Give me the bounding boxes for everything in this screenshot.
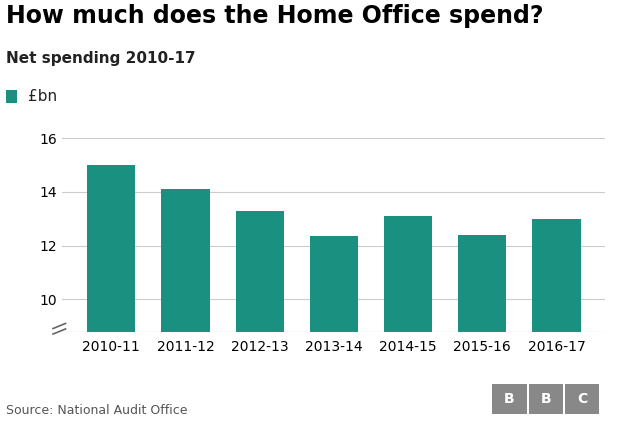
Bar bbox=[6, 90, 17, 103]
Text: C: C bbox=[577, 392, 587, 406]
Text: B: B bbox=[540, 392, 551, 406]
Bar bbox=[87, 165, 135, 425]
Bar bbox=[384, 216, 432, 425]
Bar bbox=[161, 189, 210, 425]
Bar bbox=[458, 235, 507, 425]
Text: B: B bbox=[504, 392, 515, 406]
Text: Net spending 2010-17: Net spending 2010-17 bbox=[6, 51, 196, 66]
Bar bbox=[310, 236, 358, 425]
Bar bbox=[235, 211, 284, 425]
Text: £bn: £bn bbox=[28, 89, 57, 104]
Bar bbox=[532, 219, 580, 425]
Text: How much does the Home Office spend?: How much does the Home Office spend? bbox=[6, 4, 544, 28]
Text: Source: National Audit Office: Source: National Audit Office bbox=[6, 403, 188, 416]
